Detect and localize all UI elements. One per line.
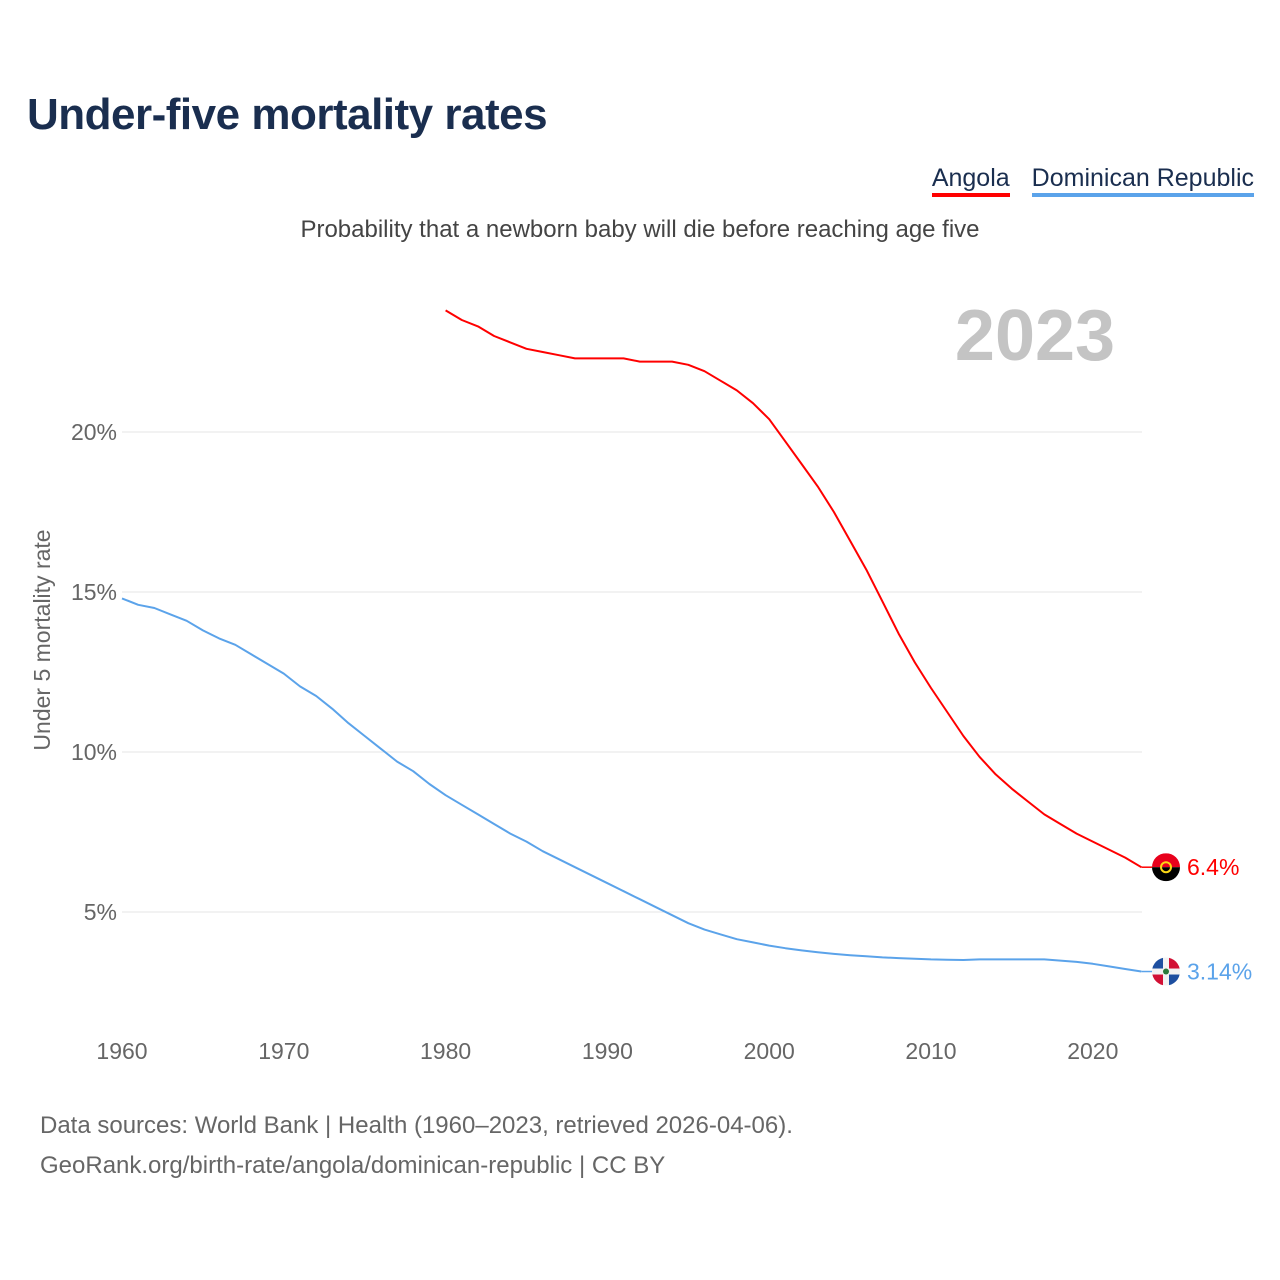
year-label: 2023: [955, 296, 1115, 376]
y-tick-label: 20%: [71, 419, 117, 445]
x-tick-label: 1990: [582, 1038, 633, 1064]
flag-black: [1152, 867, 1180, 882]
end-value-label: 6.4%: [1187, 854, 1239, 880]
flag-red: [1169, 957, 1180, 969]
dominican-republic-flag-icon: [1152, 957, 1180, 986]
legend-dominican-republic[interactable]: Dominican Republic: [1031, 164, 1254, 197]
legend-angola[interactable]: Angola: [931, 164, 1010, 197]
flag-red: [1152, 853, 1180, 868]
legend: Angola Dominican Republic: [931, 164, 1254, 197]
x-tick-label: 1970: [258, 1038, 309, 1064]
angola-flag-icon: [1152, 853, 1180, 882]
x-tick-label: 2020: [1067, 1038, 1118, 1064]
chart-title: Under-five mortality rates: [27, 90, 548, 139]
y-tick-label: 15%: [71, 579, 117, 605]
flag-blue: [1152, 957, 1163, 969]
y-tick-label: 5%: [84, 899, 117, 925]
x-tick-label: 1980: [420, 1038, 471, 1064]
flag-blue: [1169, 974, 1180, 986]
source-line-1: Data sources: World Bank | Health (1960–…: [40, 1112, 793, 1139]
series-line-angola: [445, 309, 1142, 869]
source-note: Data sources: World Bank | Health (1960–…: [40, 1106, 793, 1186]
x-tick-label: 2010: [905, 1038, 956, 1064]
flag-emblem: [1160, 861, 1172, 874]
x-tick-label: 2000: [744, 1038, 795, 1064]
series-line-dominican-republic: [121, 597, 1142, 973]
y-axis-label: Under 5 mortality rate: [29, 529, 55, 750]
x-tick-label: 1960: [96, 1038, 147, 1064]
end-value-label: 3.14%: [1187, 959, 1252, 985]
flag-emblem: [1163, 968, 1169, 975]
y-tick-label: 10%: [71, 739, 117, 765]
flag-red: [1152, 974, 1163, 986]
source-line-2[interactable]: GeoRank.org/birth-rate/angola/dominican-…: [40, 1152, 666, 1179]
chart-subtitle: Probability that a newborn baby will die…: [300, 216, 980, 243]
